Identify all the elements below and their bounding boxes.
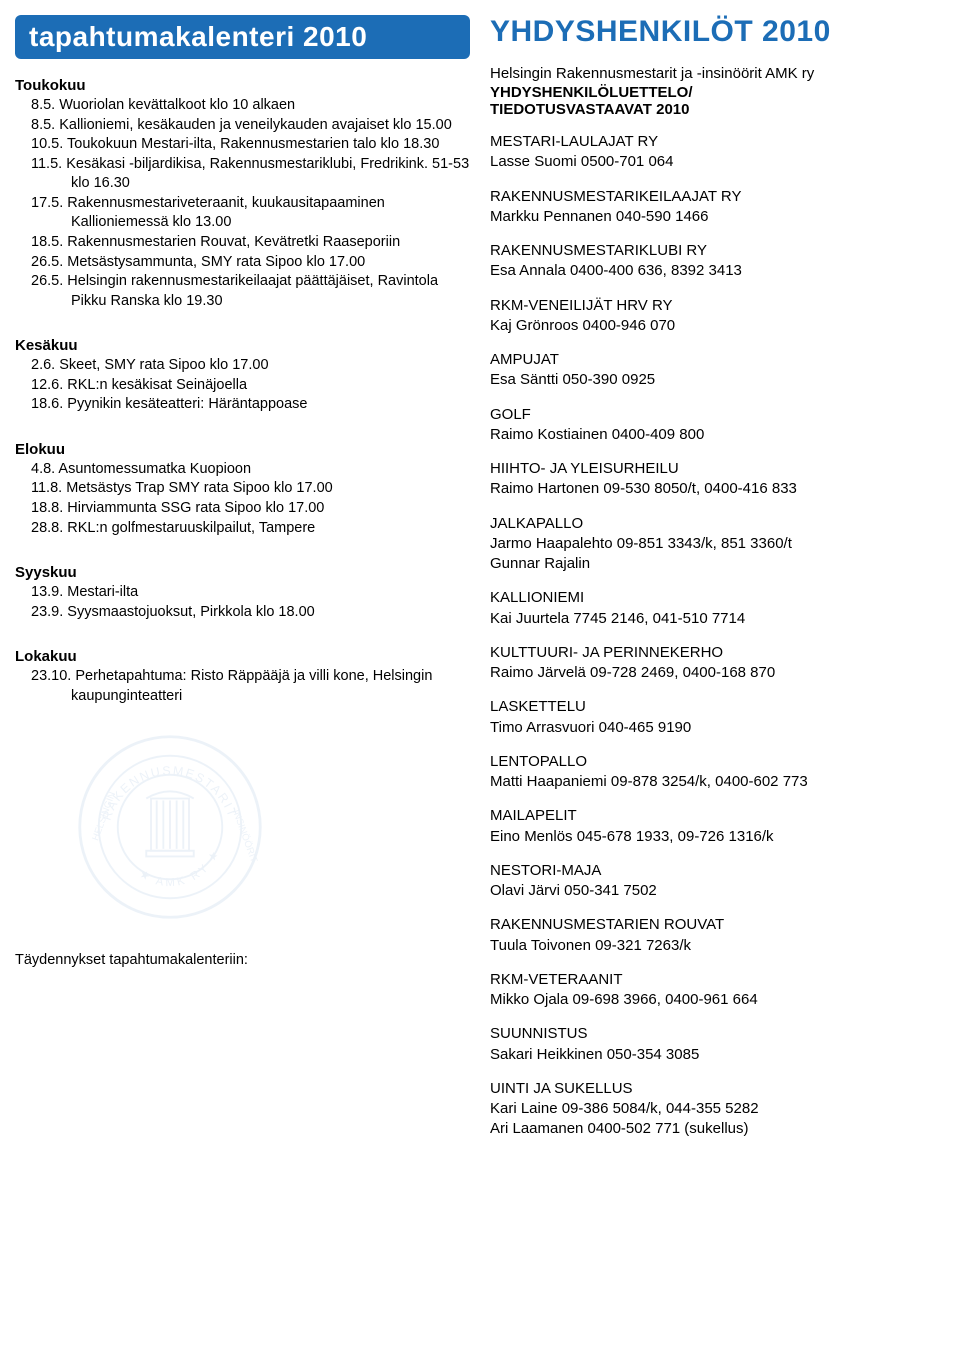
contact-person: Kaj Grönroos 0400-946 070	[490, 316, 945, 336]
contact-block: MESTARI-LAULAJAT RYLasse Suomi 0500-701 …	[490, 132, 945, 173]
contact-title: RKM-VETERAANIT	[490, 970, 945, 990]
contact-block: KALLIONIEMIKai Juurtela 7745 2146, 041-5…	[490, 588, 945, 629]
contact-block: NESTORI-MAJAOlavi Järvi 050-341 7502	[490, 861, 945, 902]
contact-block: SUUNNISTUSSakari Heikkinen 050-354 3085	[490, 1024, 945, 1065]
contact-block: AMPUJATEsa Säntti 050-390 0925	[490, 350, 945, 391]
contact-title: RAKENNUSMESTARIEN ROUVAT	[490, 915, 945, 935]
contact-title: UINTI JA SUKELLUS	[490, 1079, 945, 1099]
month-block: Syyskuu 13.9. Mestari-ilta23.9. Syysmaast…	[15, 564, 470, 622]
event-row: 17.5. Rakennusmestariveteraanit, kuukaus…	[15, 194, 470, 233]
contact-person: Matti Haapaniemi 09-878 3254/k, 0400-602…	[490, 772, 945, 792]
intro-line-1: Helsingin Rakennusmestarit ja -insinööri…	[490, 65, 945, 82]
contact-block: HIIHTO- JA YLEISURHEILURaimo Hartonen 09…	[490, 459, 945, 500]
month-title: Syyskuu	[15, 564, 470, 581]
contact-person: Kai Juurtela 7745 2146, 041-510 7714	[490, 609, 945, 629]
contact-title: HIIHTO- JA YLEISURHEILU	[490, 459, 945, 479]
contact-title: KULTTUURI- JA PERINNEKERHO	[490, 643, 945, 663]
contact-title: KALLIONIEMI	[490, 588, 945, 608]
contact-person: Mikko Ojala 09-698 3966, 0400-961 664	[490, 990, 945, 1010]
contact-block: GOLFRaimo Kostiainen 0400-409 800	[490, 405, 945, 446]
month-title: Toukokuu	[15, 77, 470, 94]
intro-line-2: YHDYSHENKILÖLUETTELO/	[490, 84, 945, 101]
svg-text:-INSINÖÖRIT: -INSINÖÖRIT	[229, 806, 259, 865]
contact-person: Kari Laine 09-386 5084/k, 044-355 5282	[490, 1099, 945, 1119]
left-column: tapahtumakalenteri 2010 Toukokuu 8.5. Wuo…	[15, 15, 470, 1140]
event-row: 18.5. Rakennusmestarien Rouvat, Kevätret…	[15, 233, 470, 253]
event-row: 23.10. Perhetapahtuma: Risto Räppääjä ja…	[15, 667, 470, 706]
contact-title: MESTARI-LAULAJAT RY	[490, 132, 945, 152]
contact-block: LENTOPALLOMatti Haapaniemi 09-878 3254/k…	[490, 752, 945, 793]
contact-title: NESTORI-MAJA	[490, 861, 945, 881]
contact-title: LENTOPALLO	[490, 752, 945, 772]
event-row: 12.6. RKL:n kesäkisat Seinäjoella	[15, 376, 470, 396]
contact-block: RKM-VENEILIJÄT HRV RYKaj Grönroos 0400-9…	[490, 296, 945, 337]
event-row: 10.5. Toukokuun Mestari-ilta, Rakennusme…	[15, 135, 470, 155]
contact-block: RKM-VETERAANITMikko Ojala 09-698 3966, 0…	[490, 970, 945, 1011]
contact-person: Sakari Heikkinen 050-354 3085	[490, 1045, 945, 1065]
left-footer: Täydennykset tapahtumakalenteriin:	[15, 952, 470, 968]
contact-person: Gunnar Rajalin	[490, 554, 945, 574]
contact-person: Raimo Järvelä 09-728 2469, 0400-168 870	[490, 663, 945, 683]
contact-person: Ari Laamanen 0400-502 771 (sukellus)	[490, 1119, 945, 1139]
months-container: Toukokuu 8.5. Wuoriolan kevättalkoot klo …	[15, 77, 470, 706]
contact-block: RAKENNUSMESTARIKLUBI RYEsa Annala 0400-4…	[490, 241, 945, 282]
month-title: Elokuu	[15, 441, 470, 458]
right-column: YHDYSHENKILÖT 2010 Helsingin Rakennusmes…	[490, 15, 945, 1140]
event-row: 8.5. Kallioniemi, kesäkauden ja veneilyk…	[15, 116, 470, 136]
contact-person: Markku Pennanen 040-590 1466	[490, 207, 945, 227]
left-header: tapahtumakalenteri 2010	[15, 15, 470, 59]
contact-block: RAKENNUSMESTARIEN ROUVATTuula Toivonen 0…	[490, 915, 945, 956]
contact-title: JALKAPALLO	[490, 514, 945, 534]
event-row: 4.8. Asuntomessumatka Kuopioon	[15, 460, 470, 480]
month-title: Kesäkuu	[15, 337, 470, 354]
contact-title: SUUNNISTUS	[490, 1024, 945, 1044]
seal-logo: RAKENNUSMESTARIT ★ AMK RY ★ HELSINGIN -I…	[75, 732, 265, 922]
contact-title: RKM-VENEILIJÄT HRV RY	[490, 296, 945, 316]
contact-title: LASKETTELU	[490, 697, 945, 717]
right-header: YHDYSHENKILÖT 2010	[490, 15, 945, 49]
event-row: 13.9. Mestari-ilta	[15, 583, 470, 603]
contact-person: Esa Annala 0400-400 636, 8392 3413	[490, 261, 945, 281]
contact-person: Esa Säntti 050-390 0925	[490, 370, 945, 390]
contact-person: Raimo Hartonen 09-530 8050/t, 0400-416 8…	[490, 479, 945, 499]
contact-title: RAKENNUSMESTARIKLUBI RY	[490, 241, 945, 261]
contact-block: UINTI JA SUKELLUSKari Laine 09-386 5084/…	[490, 1079, 945, 1140]
event-row: 11.8. Metsästys Trap SMY rata Sipoo klo …	[15, 479, 470, 499]
event-row: 23.9. Syysmaastojuoksut, Pirkkola klo 18…	[15, 603, 470, 623]
event-row: 26.5. Helsingin rakennusmestarikeilaajat…	[15, 272, 470, 311]
contact-block: MAILAPELITEino Menlös 045-678 1933, 09-7…	[490, 806, 945, 847]
event-row: 26.5. Metsästysammunta, SMY rata Sipoo k…	[15, 253, 470, 273]
month-block: Elokuu 4.8. Asuntomessumatka Kuopioon11.8…	[15, 441, 470, 538]
contact-block: LASKETTELUTimo Arrasvuori 040-465 9190	[490, 697, 945, 738]
month-block: Lokakuu 23.10. Perhetapahtuma: Risto Räpp…	[15, 648, 470, 706]
contact-person: Lasse Suomi 0500-701 064	[490, 152, 945, 172]
contact-title: GOLF	[490, 405, 945, 425]
month-block: Toukokuu 8.5. Wuoriolan kevättalkoot klo …	[15, 77, 470, 311]
contact-title: AMPUJAT	[490, 350, 945, 370]
contacts-container: MESTARI-LAULAJAT RYLasse Suomi 0500-701 …	[490, 132, 945, 1140]
contact-block: JALKAPALLOJarmo Haapalehto 09-851 3343/k…	[490, 514, 945, 575]
contact-person: Eino Menlös 045-678 1933, 09-726 1316/k	[490, 827, 945, 847]
month-block: Kesäkuu 2.6. Skeet, SMY rata Sipoo klo 17…	[15, 337, 470, 415]
page-root: tapahtumakalenteri 2010 Toukokuu 8.5. Wuo…	[15, 15, 945, 1140]
event-row: 18.6. Pyynikin kesäteatteri: Häräntappoa…	[15, 395, 470, 415]
svg-text:★ AMK RY ★: ★ AMK RY ★	[137, 847, 222, 889]
event-row: 28.8. RKL:n golfmestaruuskilpailut, Tamp…	[15, 519, 470, 539]
contact-title: RAKENNUSMESTARIKEILAAJAT RY	[490, 187, 945, 207]
contact-person: Timo Arrasvuori 040-465 9190	[490, 718, 945, 738]
month-title: Lokakuu	[15, 648, 470, 665]
event-row: 11.5. Kesäkasi -biljardikisa, Rakennusme…	[15, 155, 470, 194]
event-row: 18.8. Hirviammunta SSG rata Sipoo klo 17…	[15, 499, 470, 519]
contact-title: MAILAPELIT	[490, 806, 945, 826]
contact-block: RAKENNUSMESTARIKEILAAJAT RYMarkku Pennan…	[490, 187, 945, 228]
contact-person: Raimo Kostiainen 0400-409 800	[490, 425, 945, 445]
contact-person: Olavi Järvi 050-341 7502	[490, 881, 945, 901]
contact-person: Tuula Toivonen 09-321 7263/k	[490, 936, 945, 956]
event-row: 2.6. Skeet, SMY rata Sipoo klo 17.00	[15, 356, 470, 376]
intro-line-3: TIEDOTUSVASTAAVAT 2010	[490, 101, 945, 118]
contact-block: KULTTUURI- JA PERINNEKERHORaimo Järvelä …	[490, 643, 945, 684]
contact-person: Jarmo Haapalehto 09-851 3343/k, 851 3360…	[490, 534, 945, 554]
event-row: 8.5. Wuoriolan kevättalkoot klo 10 alkae…	[15, 96, 470, 116]
